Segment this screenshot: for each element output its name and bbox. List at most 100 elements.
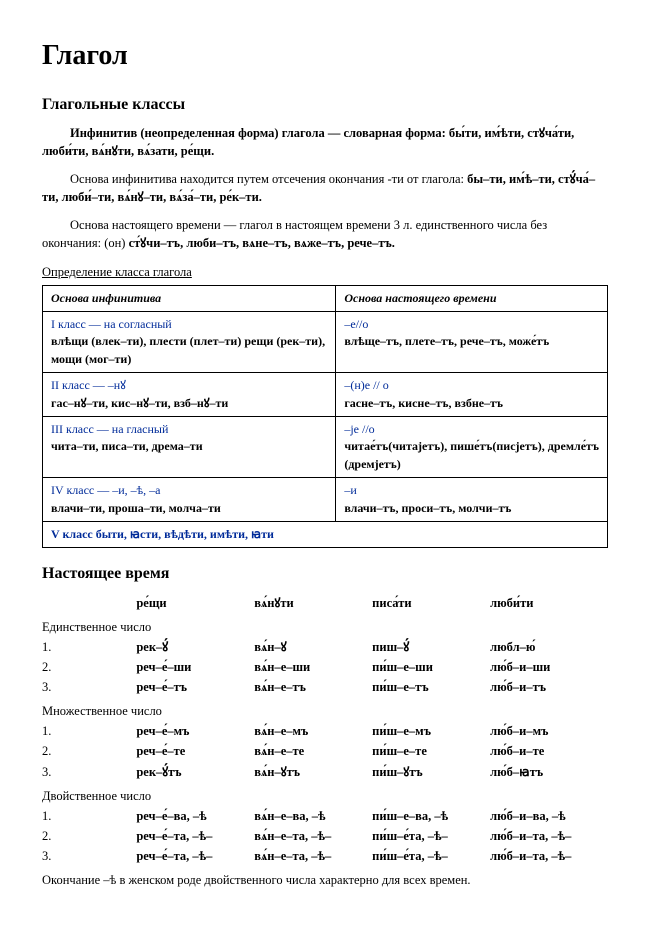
conj-cell: реч–е́–те (136, 742, 254, 760)
row2-right: –(н)е // о гасне–тъ, кисне–тъ, взбне–тъ (336, 373, 608, 417)
conj-cell: реч–е́–тъ (136, 678, 254, 696)
row3-left-body: чита–ти, писа–ти, дрема–ти (51, 439, 203, 453)
conj-row: 1.реч–е́–мъвѧ́н–е–мъпи́ш–е–мълю́б–и–мъ (42, 722, 608, 740)
conj-cell: лю́б–и–та, –ѣ– (490, 847, 608, 865)
row1-right-head: –е//о (344, 317, 368, 331)
conj-cell: лю́б–ꙗтъ (490, 763, 608, 781)
conj-cell: лю́б–и–та, –ѣ– (490, 827, 608, 845)
para2-a: Основа инфинитива находится путем отсече… (70, 172, 467, 186)
conj-cell: вѧ́н–е–та, –ѣ– (254, 847, 372, 865)
conj-row: 2.реч–е́–та, –ѣ–вѧ́н–е–та, –ѣ–пи́ш–е́та,… (42, 827, 608, 845)
conj-cell: вѧ́н–ꙋтъ (254, 763, 372, 781)
conj-row: 1.реч–е́–ва, –ѣвѧ́н–е–ва, –ѣпи́ш–е–ва, –… (42, 807, 608, 825)
row-num: 3. (42, 763, 136, 781)
verb1: ре́щи (136, 594, 254, 612)
row1-right-body: влѣще–тъ, плете–тъ, рече–тъ, може́тъ (344, 334, 549, 348)
footnote: Окончание –ѣ в женском роде двойственног… (42, 871, 608, 889)
row2-left-head: II класс — –нꙋ (51, 378, 126, 392)
para1: Инфинитив (неопределенная форма) глагола… (42, 124, 608, 160)
conj-cell: вѧ́н–е–мъ (254, 722, 372, 740)
conj-row: 2.реч–е́–тевѧ́н–е–тепи́ш–е–телю́б–и–те (42, 742, 608, 760)
row4-left: IV класс — –и, –ѣ, –а влачи–ти, проша–ти… (43, 478, 336, 522)
conj-row: 3.рек–ꙋ́тъвѧ́н–ꙋтъпи́ш–ꙋтълю́б–ꙗтъ (42, 763, 608, 781)
row3-right-head: –je //о (344, 422, 374, 436)
row1-right: –е//о влѣще–тъ, плете–тъ, рече–тъ, може́… (336, 312, 608, 373)
conj-row: 3.реч–е́–та, –ѣ–вѧ́н–е–та, –ѣ–пи́ш–е́та,… (42, 847, 608, 865)
conj-cell: пи́ш–ꙋтъ (372, 763, 490, 781)
row-num: 2. (42, 827, 136, 845)
conj-cell: вѧ́н–е–ва, –ѣ (254, 807, 372, 825)
row1-left: I класс — на согласный влѣщи (влек–ти), … (43, 312, 336, 373)
row4-left-body: влачи–ти, проша–ти, молча–ти (51, 501, 221, 515)
section1-heading: Глагольные классы (42, 93, 608, 116)
conj-body: Единственное число1.рек–ꙋ́вѧ́н–ꙋпиш–ꙋ́лю… (42, 618, 608, 866)
conj-cell: лю́б–и–тъ (490, 678, 608, 696)
conj-cell: рек–ꙋ́тъ (136, 763, 254, 781)
conj-cell: любл–ю́ (490, 638, 608, 656)
row-num: 1. (42, 638, 136, 656)
row3-left-head: III класс — на гласный (51, 422, 168, 436)
row-num: 1. (42, 722, 136, 740)
row4-right-body: влачи–тъ, проси–тъ, молчи–тъ (344, 501, 511, 515)
conj-cell: реч–е́–та, –ѣ– (136, 827, 254, 845)
group-label: Единственное число (42, 618, 608, 636)
row1-left-body: влѣщи (влек–ти), плести (плет–ти) рещи (… (51, 334, 325, 365)
conj-cell: реч–е́–ва, –ѣ (136, 807, 254, 825)
conj-cell: вѧ́н–е–тъ (254, 678, 372, 696)
conj-cell: пи́ш–е–ши (372, 658, 490, 676)
row-num: 3. (42, 847, 136, 865)
para2: Основа инфинитива находится путем отсече… (42, 170, 608, 206)
conj-row: 1.рек–ꙋ́вѧ́н–ꙋпиш–ꙋ́любл–ю́ (42, 638, 608, 656)
row-num: 1. (42, 807, 136, 825)
row2-left: II класс — –нꙋ гас–нꙋ–ти, кис–нꙋ–ти, взб… (43, 373, 336, 417)
conj-cell: пи́ш–е́та, –ѣ– (372, 827, 490, 845)
verb2: вѧ́нꙋти (254, 594, 372, 612)
row4-right-head: –и (344, 483, 356, 497)
row3-right: –je //о читае́тъ(читаjетъ), пише́тъ(писj… (336, 417, 608, 478)
conj-row: 2.реч–е́–шивѧ́н–е–шипи́ш–е–шилю́б–и–ши (42, 658, 608, 676)
conj-row: 3.реч–е́–тъвѧ́н–е–тъпи́ш–е–тълю́б–и–тъ (42, 678, 608, 696)
row3-left: III класс — на гласный чита–ти, писа–ти,… (43, 417, 336, 478)
row2-right-head: –(н)е // о (344, 378, 388, 392)
conj-cell: реч–е́–та, –ѣ– (136, 847, 254, 865)
conj-cell: вѧ́н–е–ши (254, 658, 372, 676)
section2-heading: Настоящее время (42, 562, 608, 585)
table-caption: Определение класса глагола (42, 263, 608, 281)
conj-cell: вѧ́н–е–та, –ѣ– (254, 827, 372, 845)
conj-cell: пи́ш–е́та, –ѣ– (372, 847, 490, 865)
row2-right-body: гасне–тъ, кисне–тъ, взбне–тъ (344, 396, 503, 410)
group-label: Множественное число (42, 702, 608, 720)
para3: Основа настоящего времени — глагол в нас… (42, 216, 608, 252)
verb4: люби́ти (490, 594, 608, 612)
th-right: Основа настоящего времени (336, 285, 608, 311)
conj-header: ре́щи вѧ́нꙋти писа́ти люби́ти (42, 594, 608, 612)
conj-cell: пиш–ꙋ́ (372, 638, 490, 656)
group-label: Двойственное число (42, 787, 608, 805)
conj-cell: лю́б–и–мъ (490, 722, 608, 740)
th-left: Основа инфинитива (43, 285, 336, 311)
row3-right-body: читае́тъ(читаjетъ), пише́тъ(писjетъ), др… (344, 439, 599, 470)
conj-cell: вѧ́н–ꙋ (254, 638, 372, 656)
class-table: Основа инфинитива Основа настоящего врем… (42, 285, 608, 549)
conj-cell: пи́ш–е–те (372, 742, 490, 760)
conj-cell: вѧ́н–е–те (254, 742, 372, 760)
para3-b: ст́ꙋчи–тъ, люби–тъ, вѧне–тъ, вѧже–тъ, ре… (129, 236, 395, 250)
row1-left-head: I класс — на согласный (51, 317, 172, 331)
conj-cell: пи́ш–е–мъ (372, 722, 490, 740)
conj-cell: реч–е́–ши (136, 658, 254, 676)
row4-right: –и влачи–тъ, проси–тъ, молчи–тъ (336, 478, 608, 522)
conj-cell: лю́б–и–те (490, 742, 608, 760)
conj-cell: реч–е́–мъ (136, 722, 254, 740)
conj-cell: пи́ш–е–ва, –ѣ (372, 807, 490, 825)
row4-left-head: IV класс — –и, –ѣ, –а (51, 483, 161, 497)
row-num: 2. (42, 658, 136, 676)
conj-cell: пи́ш–е–тъ (372, 678, 490, 696)
conj-cell: рек–ꙋ́ (136, 638, 254, 656)
row2-left-body: гас–нꙋ–ти, кис–нꙋ–ти, взб–нꙋ–ти (51, 396, 228, 410)
conj-cell: лю́б–и–ва, –ѣ (490, 807, 608, 825)
conj-cell: лю́б–и–ши (490, 658, 608, 676)
page-title: Глагол (42, 36, 608, 77)
row5-text: V класс быти, ꙗсти, вѣдѣти, имѣти, ꙗти (51, 527, 274, 541)
verb3: писа́ти (372, 594, 490, 612)
row-num: 3. (42, 678, 136, 696)
